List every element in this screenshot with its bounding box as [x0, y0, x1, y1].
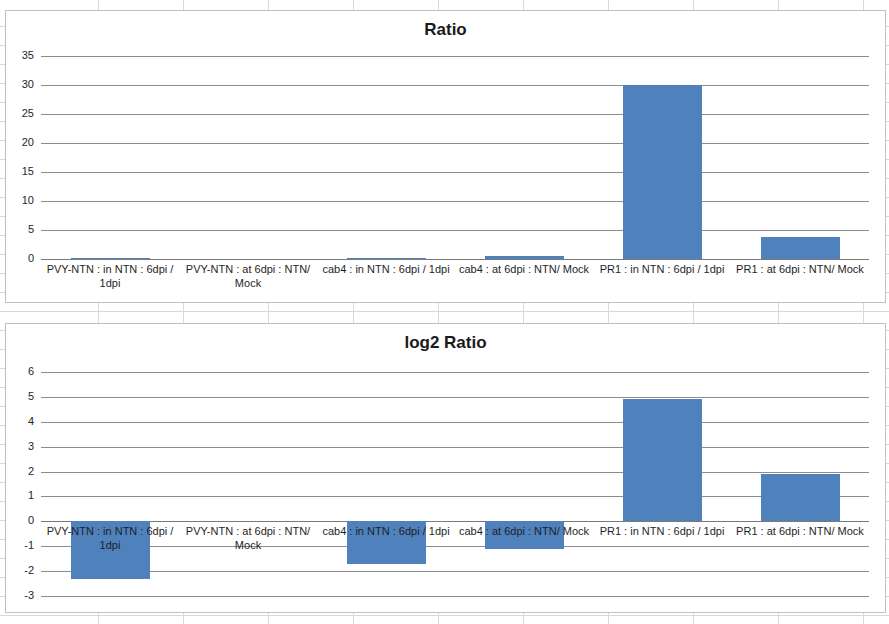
y-axis-tick-label: 6 [0, 365, 34, 378]
log2-ratio-chart-frame[interactable]: log2 Ratio -3-2-10123456PVY-NTN : in NTN… [5, 323, 886, 613]
y-gridline [41, 56, 869, 57]
y-gridline [41, 422, 869, 423]
x-axis-category-label: PR1 : at 6dpi : NTN/ Mock [734, 263, 866, 277]
y-axis-tick-label: 2 [0, 465, 34, 478]
y-axis-tick-label: -1 [0, 539, 34, 552]
y-axis-tick-label: 3 [0, 440, 34, 453]
zero-axis-line [41, 259, 869, 260]
ratio-chart-frame[interactable]: Ratio 05101520253035PVY-NTN : in NTN : 6… [5, 10, 886, 303]
y-axis-tick-label: 30 [0, 78, 34, 91]
bar-4[interactable] [485, 256, 564, 259]
y-axis-tick-label: -3 [0, 589, 34, 602]
y-gridline [41, 397, 869, 398]
y-gridline [41, 85, 869, 86]
y-axis-tick-label: 20 [0, 136, 34, 149]
y-gridline [41, 447, 869, 448]
y-gridline [41, 143, 869, 144]
x-axis-category-label: PVY-NTN : at 6dpi : NTN/ Mock [182, 525, 314, 552]
y-axis-tick-label: -2 [0, 564, 34, 577]
x-axis-category-label: PVY-NTN : in NTN : 6dpi / 1dpi [44, 525, 176, 552]
y-axis-tick-label: 0 [0, 252, 34, 265]
y-axis-tick-label: 15 [0, 165, 34, 178]
bar-5[interactable] [623, 399, 702, 521]
x-axis-category-label: PR1 : in NTN : 6dpi / 1dpi [596, 263, 728, 277]
bar-5[interactable] [623, 85, 702, 260]
y-gridline [41, 172, 869, 173]
y-gridline [41, 596, 869, 597]
y-gridline [41, 372, 869, 373]
y-gridline [41, 496, 869, 497]
y-gridline [41, 571, 869, 572]
plot-area: 05101520253035PVY-NTN : in NTN : 6dpi / … [6, 11, 885, 302]
plot-area: -3-2-10123456PVY-NTN : in NTN : 6dpi / 1… [6, 324, 885, 612]
bar-6[interactable] [761, 237, 840, 259]
x-axis-category-label: cab4 : at 6dpi : NTN/ Mock [458, 525, 590, 539]
y-gridline [41, 230, 869, 231]
x-axis-category-label: cab4 : in NTN : 6dpi / 1dpi [320, 525, 452, 539]
x-axis-category-label: cab4 : in NTN : 6dpi / 1dpi [320, 263, 452, 277]
y-axis-tick-label: 5 [0, 223, 34, 236]
x-axis-category-label: PVY-NTN : at 6dpi : NTN/ Mock [182, 263, 314, 290]
x-axis-category-label: PVY-NTN : in NTN : 6dpi / 1dpi [44, 263, 176, 290]
bar-6[interactable] [761, 474, 840, 521]
x-axis-category-label: PR1 : at 6dpi : NTN/ Mock [734, 525, 866, 539]
y-axis-tick-label: 35 [0, 49, 34, 62]
x-axis-category-label: cab4 : at 6dpi : NTN/ Mock [458, 263, 590, 277]
y-gridline [41, 114, 869, 115]
y-axis-tick-label: 10 [0, 194, 34, 207]
y-axis-tick-label: 5 [0, 390, 34, 403]
x-axis-category-label: PR1 : in NTN : 6dpi / 1dpi [596, 525, 728, 539]
zero-axis-line [41, 521, 869, 522]
y-gridline [41, 472, 869, 473]
y-axis-tick-label: 25 [0, 107, 34, 120]
y-axis-tick-label: 0 [0, 514, 34, 527]
y-axis-tick-label: 1 [0, 489, 34, 502]
bar-3[interactable] [347, 258, 426, 260]
y-axis-tick-label: 4 [0, 415, 34, 428]
y-gridline [41, 201, 869, 202]
bar-1[interactable] [71, 258, 150, 259]
